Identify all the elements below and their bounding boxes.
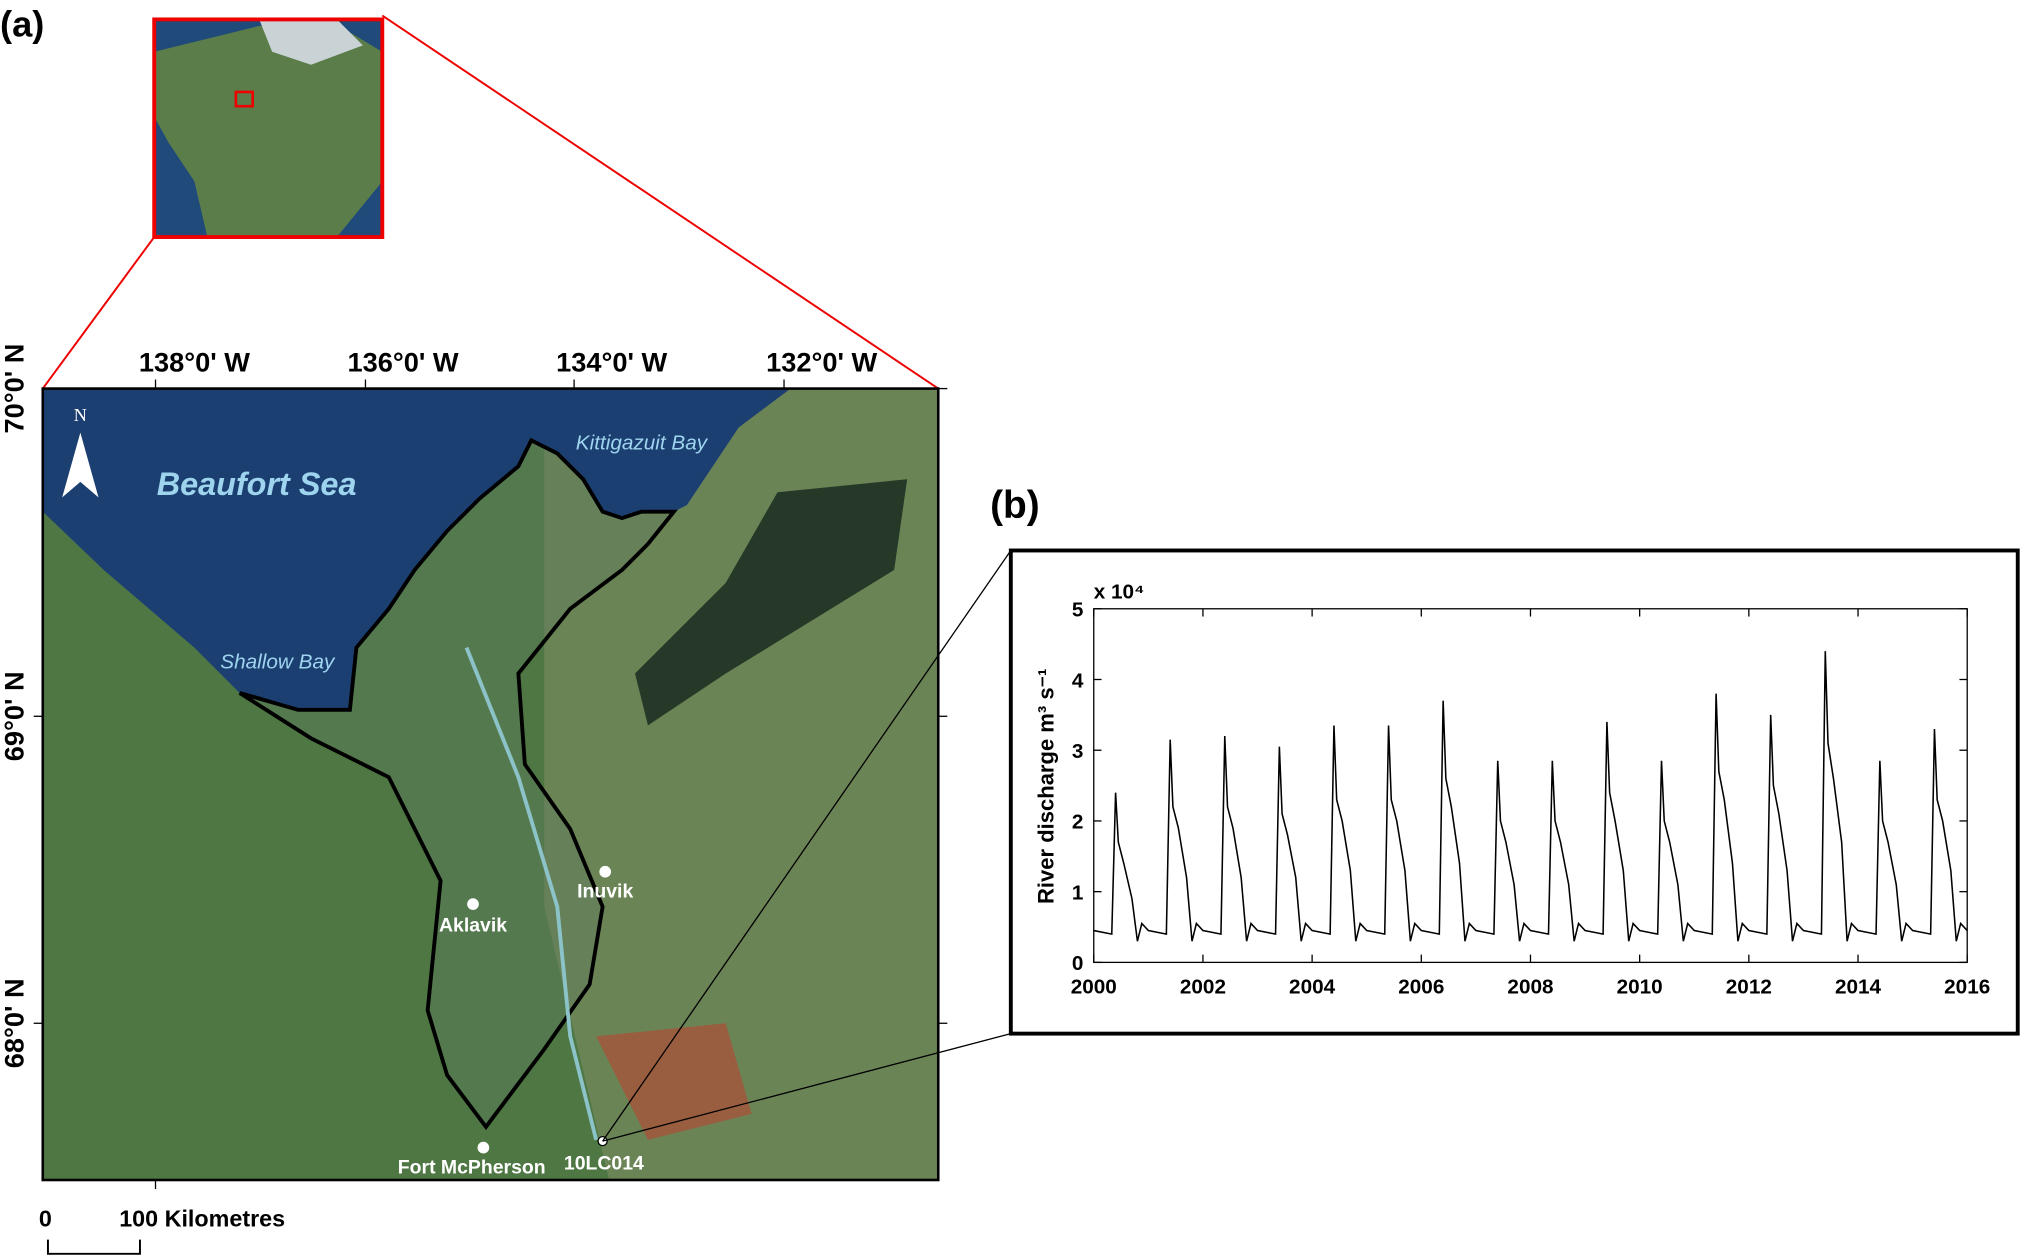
y-tick-label: 1 xyxy=(1072,881,1084,904)
lat-label: 70°0' N xyxy=(0,344,29,434)
discharge-line xyxy=(1093,651,1968,942)
north-label: N xyxy=(74,405,87,425)
y-tick-label: 5 xyxy=(1072,599,1084,622)
zoom-line xyxy=(381,14,939,390)
place-label: Aklavik xyxy=(439,914,507,936)
place-label: Inuvik xyxy=(577,881,633,903)
axis-multiplier: x 10⁴ xyxy=(1094,580,1145,603)
y-tick-label: 0 xyxy=(1072,952,1084,975)
sea-label: Beaufort Sea xyxy=(157,466,357,502)
lon-label: 138°0' W xyxy=(139,347,250,378)
y-tick-label: 3 xyxy=(1072,740,1084,763)
lat-label: 68°0' N xyxy=(0,978,29,1068)
zoom-line xyxy=(602,550,1012,1142)
x-tick-label: 2010 xyxy=(1617,975,1663,998)
x-tick-label: 2016 xyxy=(1944,975,1990,998)
lon-label: 134°0' W xyxy=(556,347,667,378)
inset-map xyxy=(152,17,385,239)
bay-label: Kittigazuit Bay xyxy=(576,431,709,454)
panel-label: (a) xyxy=(0,3,44,44)
scale-label: 0 xyxy=(39,1206,52,1232)
main-map xyxy=(33,379,948,1190)
x-tick-label: 2012 xyxy=(1726,975,1772,998)
zoom-line xyxy=(41,236,155,390)
x-tick-label: 2002 xyxy=(1180,975,1226,998)
bay-label: Shallow Bay xyxy=(220,650,336,673)
scale-bar xyxy=(46,1239,141,1255)
scale-label: 100 Kilometres xyxy=(119,1206,285,1232)
panel-label: (b) xyxy=(990,484,1040,527)
lon-label: 136°0' W xyxy=(347,347,458,378)
lat-label: 69°0' N xyxy=(0,671,29,761)
zoom-line xyxy=(602,1032,1011,1142)
place-label: Fort McPherson xyxy=(398,1157,546,1179)
x-tick-label: 2014 xyxy=(1835,975,1882,998)
y-axis-label: River discharge m³ s⁻¹ xyxy=(1034,668,1059,903)
y-tick-label: 4 xyxy=(1072,669,1084,692)
plot: 0 1 2 3 4 5 2000 2002 2004 2006 2008 2010 2012 2014 20… xyxy=(1071,599,1991,999)
x-tick-label: 2000 xyxy=(1071,975,1117,998)
y-tick-label: 2 xyxy=(1072,811,1084,834)
lon-label: 132°0' W xyxy=(766,347,877,378)
place-label: 10LC014 xyxy=(564,1153,644,1175)
chart-frame xyxy=(1008,548,2020,1036)
x-tick-label: 2006 xyxy=(1398,975,1444,998)
x-tick-label: 2008 xyxy=(1507,975,1553,998)
x-tick-label: 2004 xyxy=(1289,975,1336,998)
